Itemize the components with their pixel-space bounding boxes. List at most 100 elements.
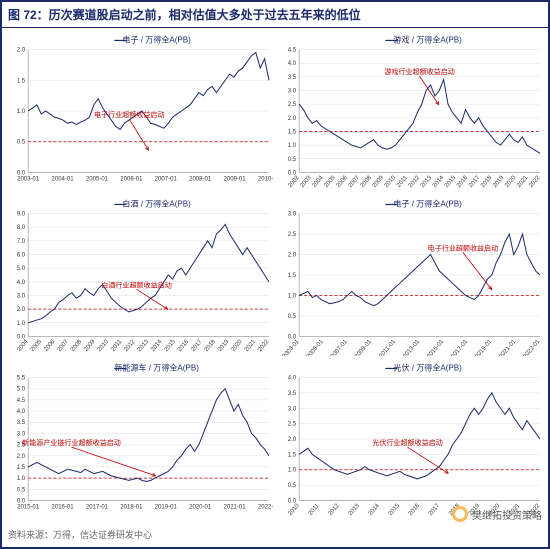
svg-text:2002: 2002 bbox=[287, 174, 301, 189]
svg-text:2015-01: 2015-01 bbox=[17, 505, 40, 511]
svg-text:3.0: 3.0 bbox=[17, 431, 26, 437]
svg-text:2022: 2022 bbox=[257, 338, 271, 353]
svg-text:2018: 2018 bbox=[480, 174, 494, 189]
svg-text:2021-01: 2021-01 bbox=[223, 505, 246, 511]
svg-text:2010: 2010 bbox=[287, 502, 301, 517]
svg-text:2019-01: 2019-01 bbox=[155, 505, 178, 511]
svg-text:2011-01: 2011-01 bbox=[378, 338, 397, 356]
svg-text:白酒行业超额收益启动: 白酒行业超额收益启动 bbox=[101, 280, 171, 289]
svg-text:2016: 2016 bbox=[408, 502, 422, 517]
svg-text:1.5: 1.5 bbox=[288, 273, 297, 279]
chart-svg: 0.00.51.01.52.02.53.02003-012005-012007-… bbox=[277, 196, 544, 356]
svg-text:电子行业超额收益启动: 电子行业超额收益启动 bbox=[94, 110, 164, 119]
svg-text:2005: 2005 bbox=[324, 174, 338, 189]
watermark-text: 樊继拓投资策略 bbox=[472, 507, 542, 522]
svg-text:2.0: 2.0 bbox=[288, 437, 297, 443]
svg-text:2006: 2006 bbox=[336, 174, 350, 189]
watermark: 樊继拓投资策略 bbox=[452, 506, 542, 522]
svg-text:2022-01: 2022-01 bbox=[523, 338, 542, 356]
svg-text:2017-01: 2017-01 bbox=[86, 505, 109, 511]
svg-text:2008: 2008 bbox=[360, 174, 374, 189]
svg-text:2009: 2009 bbox=[372, 174, 386, 189]
svg-text:0.5: 0.5 bbox=[288, 483, 297, 489]
svg-text:2004: 2004 bbox=[16, 338, 30, 353]
svg-text:2022-01: 2022-01 bbox=[258, 505, 273, 511]
figure-frame: 图 72：历次赛道股启动之前，相对估值大多处于过去五年来的低位 0.00.51.… bbox=[0, 0, 550, 549]
svg-text:3.0: 3.0 bbox=[288, 212, 297, 218]
svg-text:2020: 2020 bbox=[231, 338, 245, 353]
chart-panel-1: 0.00.51.01.52.02.53.03.54.04.52002200320… bbox=[277, 32, 544, 192]
svg-text:7.0: 7.0 bbox=[17, 239, 26, 245]
svg-text:5.0: 5.0 bbox=[17, 266, 26, 272]
svg-text:电子 / 万得全A(PB): 电子 / 万得全A(PB) bbox=[122, 34, 191, 44]
svg-text:2012: 2012 bbox=[408, 174, 422, 189]
svg-text:2020: 2020 bbox=[504, 174, 518, 189]
svg-text:2.0: 2.0 bbox=[288, 253, 297, 259]
svg-text:2003: 2003 bbox=[300, 174, 314, 189]
chart-panel-3: 0.00.51.01.52.02.53.02003-012005-012007-… bbox=[277, 196, 544, 356]
svg-text:2016: 2016 bbox=[177, 338, 191, 353]
svg-text:白酒 / 万得全A(PB): 白酒 / 万得全A(PB) bbox=[122, 198, 191, 208]
svg-text:2016-01: 2016-01 bbox=[51, 505, 74, 511]
svg-text:2017: 2017 bbox=[468, 174, 482, 189]
svg-text:4.5: 4.5 bbox=[288, 48, 297, 54]
svg-text:光伏 / 万得全A(PB): 光伏 / 万得全A(PB) bbox=[393, 362, 462, 372]
svg-text:1.5: 1.5 bbox=[17, 78, 26, 84]
svg-text:2010: 2010 bbox=[384, 174, 398, 189]
svg-text:光伏行业超额收益启动: 光伏行业超额收益启动 bbox=[372, 438, 442, 447]
svg-text:1.0: 1.0 bbox=[288, 143, 297, 149]
figure-title: 图 72：历次赛道股启动之前，相对估值大多处于过去五年来的低位 bbox=[2, 2, 548, 28]
svg-text:新能源车 / 万得全A(PB): 新能源车 / 万得全A(PB) bbox=[114, 362, 199, 372]
svg-text:2016: 2016 bbox=[456, 174, 470, 189]
svg-text:2.0: 2.0 bbox=[288, 116, 297, 122]
svg-text:5.5: 5.5 bbox=[17, 376, 26, 382]
svg-text:3.5: 3.5 bbox=[288, 391, 297, 397]
svg-text:2.5: 2.5 bbox=[288, 422, 297, 428]
chart-panel-2: 0.01.02.03.04.05.06.07.08.09.02004200520… bbox=[6, 196, 273, 356]
chart-panel-5: 0.00.51.01.52.02.53.03.54.02010201120122… bbox=[277, 360, 544, 520]
svg-text:2007-01: 2007-01 bbox=[155, 177, 178, 183]
svg-text:4.5: 4.5 bbox=[17, 398, 26, 404]
figure-source: 资料来源：万得，信达证券研发中心 bbox=[2, 524, 548, 547]
svg-text:2005-01: 2005-01 bbox=[86, 177, 109, 183]
svg-text:2012: 2012 bbox=[328, 502, 342, 517]
svg-text:2008-01: 2008-01 bbox=[189, 177, 212, 183]
svg-text:2015: 2015 bbox=[444, 174, 458, 189]
svg-text:3.5: 3.5 bbox=[17, 420, 26, 426]
svg-text:2010-01: 2010-01 bbox=[258, 177, 273, 183]
svg-text:4.0: 4.0 bbox=[17, 409, 26, 415]
chart-svg: 0.00.51.01.52.02003-012004-012005-012006… bbox=[6, 32, 273, 192]
svg-text:2014: 2014 bbox=[368, 502, 382, 517]
svg-text:2.5: 2.5 bbox=[288, 232, 297, 238]
svg-text:2005-01: 2005-01 bbox=[306, 338, 325, 356]
chart-panel-0: 0.00.51.01.52.02003-012004-012005-012006… bbox=[6, 32, 273, 192]
chart-svg: 0.00.51.01.52.02.53.03.54.04.55.05.52015… bbox=[6, 360, 273, 520]
svg-text:3.0: 3.0 bbox=[288, 89, 297, 95]
svg-text:4.0: 4.0 bbox=[288, 376, 297, 382]
svg-text:2013-01: 2013-01 bbox=[402, 338, 421, 356]
svg-text:4.0: 4.0 bbox=[288, 61, 297, 67]
svg-text:2017-01: 2017-01 bbox=[450, 338, 469, 356]
svg-text:6.0: 6.0 bbox=[17, 253, 26, 259]
svg-text:2011: 2011 bbox=[308, 502, 321, 516]
svg-text:2015: 2015 bbox=[388, 502, 402, 517]
svg-text:2014: 2014 bbox=[150, 338, 164, 353]
svg-text:2011: 2011 bbox=[110, 338, 123, 352]
svg-text:1.0: 1.0 bbox=[288, 468, 297, 474]
svg-text:2019: 2019 bbox=[217, 338, 231, 353]
svg-text:3.5: 3.5 bbox=[288, 75, 297, 81]
svg-text:9.0: 9.0 bbox=[17, 212, 26, 218]
svg-text:新能源产业链行业超额收益启动: 新能源产业链行业超额收益启动 bbox=[22, 438, 121, 447]
svg-text:2006-01: 2006-01 bbox=[120, 177, 143, 183]
svg-text:2007-01: 2007-01 bbox=[330, 338, 349, 356]
svg-text:2021: 2021 bbox=[244, 338, 258, 353]
svg-text:2013: 2013 bbox=[348, 502, 362, 517]
svg-text:2007: 2007 bbox=[57, 338, 71, 353]
svg-text:2018: 2018 bbox=[204, 338, 218, 353]
watermark-icon bbox=[452, 506, 468, 522]
svg-text:0.5: 0.5 bbox=[288, 157, 297, 163]
svg-text:2010: 2010 bbox=[97, 338, 111, 353]
svg-text:2014: 2014 bbox=[432, 174, 446, 189]
svg-text:2017: 2017 bbox=[190, 338, 204, 353]
svg-text:5.0: 5.0 bbox=[17, 387, 26, 393]
